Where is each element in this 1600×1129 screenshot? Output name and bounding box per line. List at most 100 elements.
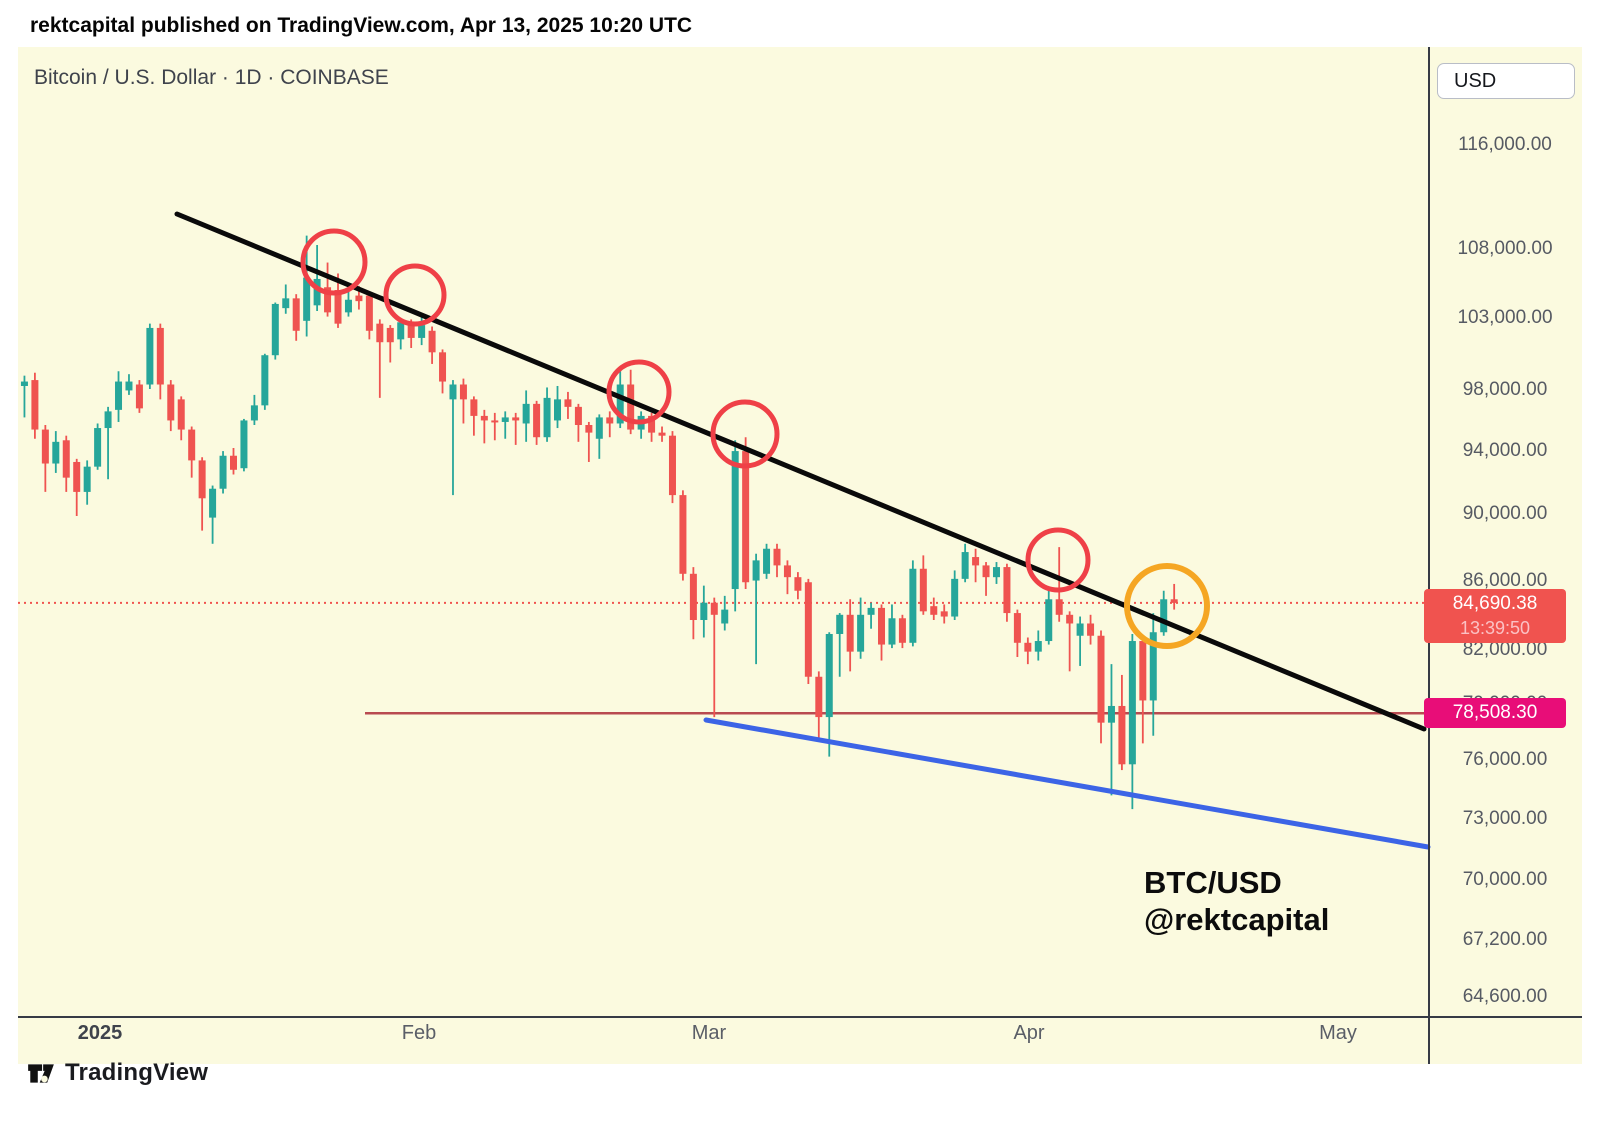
candle — [146, 323, 154, 389]
candle — [982, 562, 990, 596]
candle — [439, 349, 447, 394]
candle — [857, 597, 865, 659]
candle — [135, 380, 143, 413]
candle — [1170, 583, 1178, 610]
current-price-value: 84,690.38 — [1452, 592, 1538, 614]
candle — [209, 485, 217, 544]
currency-button[interactable]: USD — [1437, 63, 1575, 99]
candle — [11, 373, 18, 451]
candle — [261, 353, 269, 410]
candle — [386, 325, 394, 363]
candle — [1003, 563, 1011, 622]
candle — [324, 262, 332, 317]
candle — [888, 604, 896, 649]
candle — [1045, 589, 1053, 645]
bar-countdown: 13:39:50 — [1459, 617, 1531, 638]
rejection-circle — [383, 263, 447, 327]
candle — [1118, 674, 1126, 771]
candle — [919, 555, 927, 615]
price-axis-label: 116,000.00 — [1458, 134, 1552, 155]
candle — [250, 394, 258, 425]
candle — [533, 400, 541, 445]
candle — [20, 375, 28, 418]
candle — [846, 599, 854, 672]
candle — [1107, 664, 1115, 796]
candle — [878, 604, 886, 661]
price-axis-label: 70,000.00 — [1462, 869, 1548, 891]
candle — [1066, 611, 1074, 672]
candle — [606, 411, 614, 438]
candle — [825, 632, 833, 757]
candle — [1055, 547, 1063, 622]
candle — [898, 614, 906, 649]
candle — [554, 385, 562, 429]
candle — [773, 543, 781, 578]
candle — [1097, 630, 1105, 744]
price-axis-label: 64,600.00 — [1462, 986, 1548, 1008]
price-axis-separator — [1428, 47, 1430, 1064]
candle — [867, 602, 875, 629]
attribution-text: rektcapital published on TradingView.com… — [30, 14, 693, 37]
candle — [62, 435, 70, 492]
candle — [83, 460, 91, 505]
candle — [198, 457, 206, 531]
level-price-badge: 78,508.30 — [1424, 698, 1566, 729]
candle — [710, 597, 718, 718]
candle — [815, 671, 823, 740]
candle — [125, 374, 133, 395]
candle — [961, 543, 969, 583]
candle — [752, 553, 760, 665]
candles — [11, 235, 1178, 810]
resistance-trendline — [174, 211, 1427, 732]
candle — [292, 294, 300, 341]
candle — [1149, 613, 1157, 736]
candle — [668, 431, 676, 504]
candle — [73, 458, 81, 516]
candle — [512, 412, 520, 445]
candle — [271, 302, 279, 360]
candle — [658, 426, 666, 442]
candle — [52, 431, 60, 473]
candle — [1139, 637, 1147, 744]
candle — [1128, 633, 1136, 810]
candle — [156, 323, 164, 400]
candle — [543, 387, 551, 442]
price-axis-label: 76,000.00 — [1462, 749, 1548, 771]
rejection-circle — [606, 359, 672, 425]
candle — [700, 585, 708, 638]
candle — [522, 390, 530, 442]
time-axis-label: 2025 — [77, 1022, 123, 1044]
price-axis-label: 90,000.00 — [1462, 503, 1548, 525]
watermark: BTC/USD @rektcapital — [1144, 864, 1329, 938]
candle — [689, 567, 697, 640]
current-price-badge: 84,690.38 13:39:50 — [1424, 588, 1566, 643]
candle — [480, 409, 488, 444]
highlight-circle — [1124, 563, 1210, 649]
candle — [376, 319, 384, 398]
watermark-symbol: BTC/USD — [1144, 865, 1282, 900]
candle — [219, 451, 227, 494]
price-axis-label: 82,000.00 — [1462, 638, 1548, 660]
candle — [564, 391, 572, 419]
time-axis-separator — [18, 1016, 1582, 1018]
candle — [470, 396, 478, 436]
candle — [595, 414, 603, 459]
rejection-circle — [1025, 527, 1091, 593]
price-axis-label: 103,000.00 — [1457, 307, 1553, 328]
chart-canvas-background[interactable] — [18, 47, 1582, 1064]
candle — [188, 426, 196, 478]
candle — [313, 244, 321, 311]
candle — [31, 372, 39, 439]
tradingview-branding[interactable]: TradingView — [26, 1058, 208, 1088]
candle — [41, 424, 49, 492]
watermark-handle: @rektcapital — [1144, 902, 1330, 937]
candle — [1034, 630, 1042, 661]
candle — [763, 543, 771, 579]
price-axis-label: 86,000.00 — [1462, 569, 1548, 591]
time-axis-label: Feb — [401, 1022, 437, 1044]
candle — [940, 604, 948, 624]
candle — [459, 378, 467, 424]
candle — [804, 578, 812, 684]
